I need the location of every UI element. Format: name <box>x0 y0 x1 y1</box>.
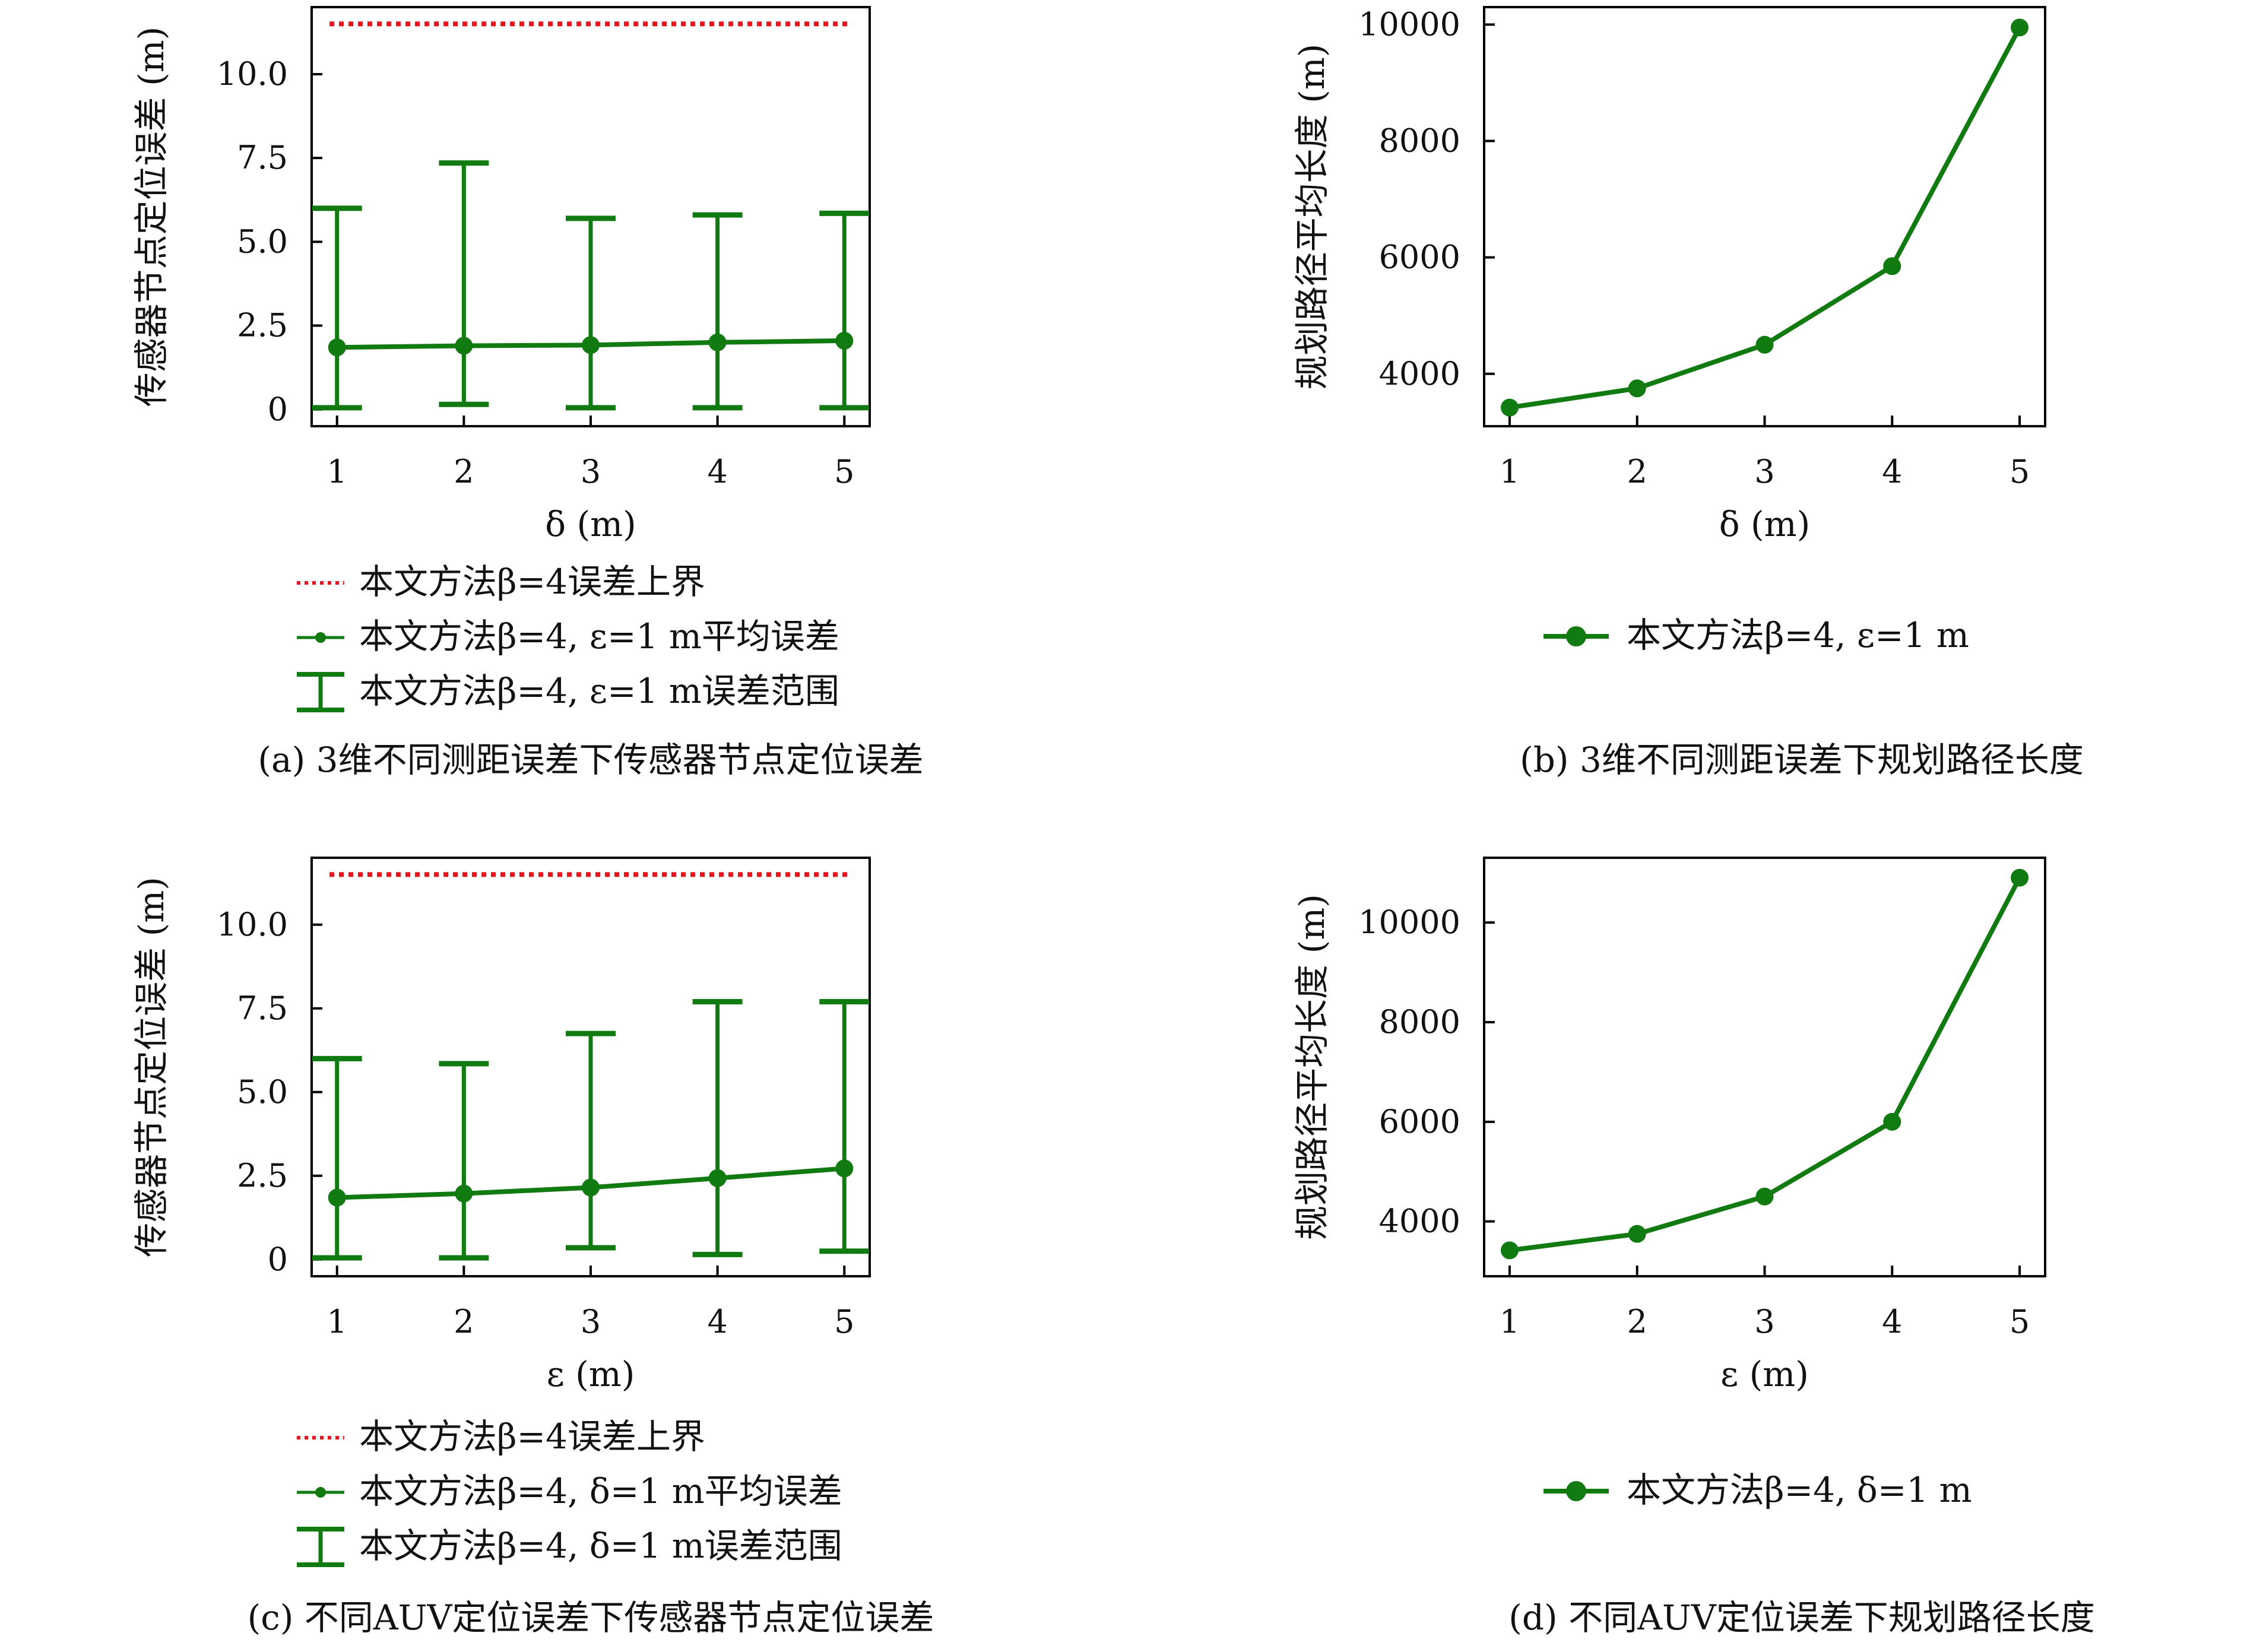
y-axis-label: 传感器节点定位误差 (m) <box>131 27 172 407</box>
x-tick-label: 1 <box>1500 1303 1520 1340</box>
y-tick-label: 2.5 <box>237 307 288 344</box>
legend-mean-marker <box>315 632 326 643</box>
data-point <box>455 337 473 355</box>
y-tick-label: 7.5 <box>237 990 288 1027</box>
x-tick-label: 5 <box>834 453 854 490</box>
x-tick-label: 4 <box>1882 453 1902 490</box>
legend-mean-label: 本文方法β=4, ε=1 m平均误差 <box>359 616 839 657</box>
x-axis-label: δ (m) <box>545 504 636 544</box>
y-tick-label: 8000 <box>1379 1003 1460 1041</box>
data-point <box>1755 1187 1774 1206</box>
y-tick-label: 2.5 <box>237 1157 288 1194</box>
y-tick-label: 10000 <box>1358 903 1460 941</box>
data-point <box>1628 1225 1646 1243</box>
legend-mean-label: 本文方法β=4, δ=1 m平均误差 <box>359 1471 842 1511</box>
chart-panel-d: 1 2 3 4 5 4000 6000 8000 10000 ε (m) 规划路径平均长度 (m) 本… <box>1292 857 2095 1638</box>
legend-range-label: 本文方法β=4, ε=1 m误差范围 <box>359 671 839 711</box>
data-point <box>708 1169 727 1187</box>
data-point <box>2011 868 2029 887</box>
legend-series-marker <box>1566 1481 1586 1501</box>
plot-frame <box>1483 857 2046 1277</box>
x-tick-label: 2 <box>454 1303 474 1340</box>
data-point <box>835 331 854 350</box>
x-tick-label: 4 <box>707 1303 727 1340</box>
legend-series-marker <box>1566 626 1586 646</box>
x-tick-label: 5 <box>834 1303 854 1340</box>
data-point <box>582 1178 600 1197</box>
panel-caption: (c) 不同AUV定位误差下传感器节点定位误差 <box>248 1597 934 1638</box>
x-tick-label: 1 <box>1500 453 1520 490</box>
y-tick-label: 8000 <box>1379 122 1460 160</box>
x-tick-label: 5 <box>2010 453 2030 490</box>
data-point <box>1755 335 1774 354</box>
legend-bound-label: 本文方法β=4误差上界 <box>359 1416 705 1457</box>
y-axis-label: 传感器节点定位误差 (m) <box>131 877 172 1257</box>
x-tick-label: 4 <box>707 453 727 490</box>
data-point <box>708 333 727 351</box>
y-axis-label: 规划路径平均长度 (m) <box>1292 44 1332 390</box>
plot-frame <box>1483 6 2046 427</box>
y-tick-label: 7.5 <box>237 139 288 176</box>
y-tick-label: 0 <box>268 391 288 428</box>
x-tick-label: 2 <box>454 453 474 490</box>
y-tick-label: 4000 <box>1379 1203 1460 1240</box>
x-tick-label: 5 <box>2010 1303 2030 1340</box>
chart-panel-c: 1 2 3 4 5 0 2.5 5.0 7.5 10.0 ε (m) 传感器节点定位误差 (m) 本文方… <box>131 857 934 1638</box>
data-point <box>835 1159 854 1178</box>
y-axis-label: 规划路径平均长度 (m) <box>1292 894 1332 1240</box>
y-tick-label: 5.0 <box>237 223 288 260</box>
x-tick-label: 3 <box>1754 1303 1774 1340</box>
chart-panel-a: 1 2 3 4 5 0 2.5 5.0 7.5 10.0 δ (m) 传感器节点定位误差 (m) 本文方… <box>131 6 924 780</box>
x-axis-label: ε (m) <box>547 1354 635 1394</box>
y-tick-label: 6000 <box>1379 239 1460 276</box>
x-tick-label: 2 <box>1627 453 1647 490</box>
panel-caption: (a) 3维不同测距误差下传感器节点定位误差 <box>258 740 923 780</box>
chart-panel-b: 1 2 3 4 5 4000 6000 8000 10000 δ (m) 规划路径平均长度 (m) 本… <box>1292 5 2084 780</box>
legend-series-label: 本文方法β=4, ε=1 m <box>1627 615 1969 655</box>
x-tick-label: 3 <box>581 1303 601 1340</box>
panel-caption: (b) 3维不同测距误差下规划路径长度 <box>1520 740 2084 780</box>
y-tick-label: 10000 <box>1358 5 1460 43</box>
x-axis-label: ε (m) <box>1720 1354 1809 1394</box>
y-tick-label: 5.0 <box>237 1073 288 1111</box>
x-tick-label: 3 <box>581 453 601 490</box>
legend-mean-marker <box>315 1487 326 1498</box>
data-point <box>1500 398 1519 417</box>
legend-series-label: 本文方法β=4, δ=1 m <box>1627 1470 1972 1510</box>
data-point <box>1628 379 1646 398</box>
data-point <box>1500 1241 1519 1260</box>
y-tick-label: 0 <box>268 1241 288 1278</box>
x-axis-label: δ (m) <box>1719 504 1811 544</box>
panel-caption: (d) 不同AUV定位误差下规划路径长度 <box>1508 1597 2094 1638</box>
y-tick-label: 4000 <box>1379 355 1460 392</box>
data-point <box>328 1188 346 1207</box>
x-tick-label: 3 <box>1754 453 1774 490</box>
data-point <box>1883 257 1901 275</box>
y-tick-label: 6000 <box>1379 1103 1460 1140</box>
x-tick-label: 1 <box>327 453 347 490</box>
data-point <box>455 1184 473 1203</box>
legend: 本文方法β=4, δ=1 m <box>1543 1470 1972 1510</box>
x-tick-label: 1 <box>327 1303 347 1340</box>
data-point <box>328 338 346 357</box>
x-tick-label: 2 <box>1627 1303 1647 1340</box>
data-point <box>2011 18 2029 37</box>
y-tick-label: 10.0 <box>217 906 288 943</box>
legend-range-label: 本文方法β=4, δ=1 m误差范围 <box>359 1526 842 1566</box>
legend: 本文方法β=4, ε=1 m <box>1543 615 1969 655</box>
legend-bound-label: 本文方法β=4误差上界 <box>359 562 705 602</box>
x-tick-label: 4 <box>1882 1303 1902 1340</box>
data-point <box>582 336 600 354</box>
y-tick-label: 10.0 <box>217 55 288 93</box>
data-point <box>1883 1112 1901 1131</box>
